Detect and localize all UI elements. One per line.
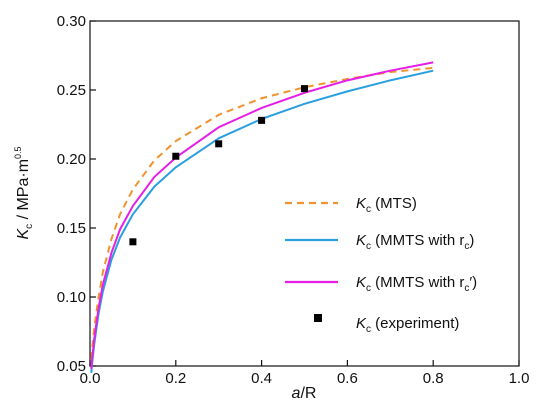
- y-tick-label: 0.25: [57, 82, 86, 99]
- plot-frame: [89, 20, 520, 367]
- legend-label-mmts-rc-prime: Kc (MMTS with rc′): [356, 274, 477, 294]
- experiment-point: [215, 140, 223, 148]
- y-axis-ticks: 0.05 0.10 0.15 0.20 0.25 0.30: [57, 13, 96, 375]
- series-line-mts: [90, 66, 434, 360]
- x-tick-label: 1.0: [509, 370, 530, 387]
- legend-swatch-experiment: [314, 314, 322, 322]
- legend-item-mmts-rc-prime: Kc (MMTS with rc′): [285, 274, 477, 294]
- legend-item-mts: Kc (MTS): [285, 195, 417, 215]
- legend-item-mmts-rc: Kc (MMTS with rc): [285, 232, 474, 252]
- series-line-mmts-rc-prime: [90, 61, 434, 369]
- experiment-point: [129, 238, 137, 246]
- y-tick-label: 0.30: [57, 13, 86, 30]
- y-tick-label: 0.20: [57, 151, 86, 168]
- x-tick-label: 0.2: [165, 370, 186, 387]
- y-tick-label: 0.10: [57, 289, 86, 306]
- legend-label-experiment: Kc (experiment): [356, 315, 459, 335]
- x-tick-label: 0.8: [423, 370, 444, 387]
- legend: Kc (MTS) Kc (MMTS with rc) Kc (MMTS with…: [285, 195, 477, 335]
- y-tick-label: 0.05: [57, 358, 86, 375]
- experiment-point: [172, 152, 180, 160]
- legend-label-mts: Kc (MTS): [356, 195, 417, 215]
- y-tick-label: 0.15: [57, 220, 86, 237]
- legend-label-mmts-rc: Kc (MMTS with rc): [356, 232, 474, 252]
- x-tick-label: 0.6: [337, 370, 358, 387]
- x-axis-ticks: 0.0 0.2 0.4 0.6 0.8 1.0: [80, 360, 530, 387]
- experiment-point: [301, 85, 308, 93]
- x-axis-title: a/R: [292, 385, 317, 402]
- x-tick-label: 0.4: [251, 370, 272, 387]
- experiment-point: [258, 116, 266, 124]
- plot-area: [89, 20, 520, 367]
- x-tick-label: 0.0: [80, 370, 101, 387]
- y-axis-title: Kc / MPa·m0.5: [13, 146, 35, 239]
- legend-item-experiment: Kc (experiment): [314, 314, 459, 335]
- series-layer: [90, 61, 434, 373]
